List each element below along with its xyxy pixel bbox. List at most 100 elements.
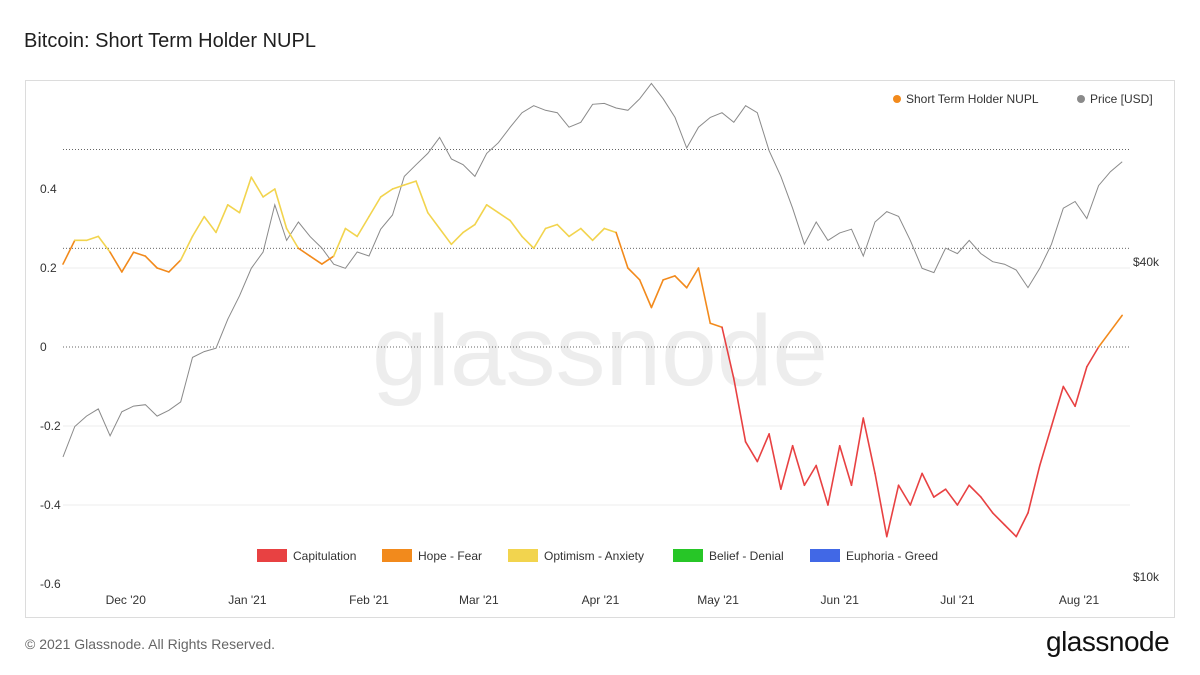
legend-nupl-dot bbox=[893, 95, 901, 103]
nupl-segment bbox=[1050, 385, 1065, 427]
nupl-segment bbox=[203, 215, 217, 234]
nupl-series bbox=[62, 176, 1123, 538]
nupl-segment bbox=[674, 275, 688, 289]
nupl-segment bbox=[874, 472, 888, 538]
nupl-segment bbox=[685, 267, 700, 289]
y-tick-label: 0 bbox=[40, 340, 47, 354]
nupl-segment bbox=[497, 211, 511, 222]
nupl-segment bbox=[474, 204, 488, 226]
nupl-segment bbox=[309, 255, 323, 265]
nupl-segment bbox=[991, 512, 1006, 526]
nupl-segment bbox=[956, 484, 970, 506]
legend-zone-label: Belief - Denial bbox=[709, 549, 784, 563]
x-tick-label: Dec '20 bbox=[106, 593, 147, 607]
legend-zone-label: Hope - Fear bbox=[418, 549, 482, 563]
nupl-segment bbox=[191, 215, 206, 238]
nupl-segment bbox=[815, 464, 829, 506]
nupl-segment bbox=[156, 267, 170, 273]
nupl-segment bbox=[438, 227, 453, 246]
nupl-segment bbox=[1038, 425, 1053, 467]
x-tick-label: Aug '21 bbox=[1059, 593, 1100, 607]
grid-lines bbox=[63, 149, 1130, 506]
nupl-segment bbox=[415, 180, 429, 214]
nupl-segment bbox=[768, 433, 782, 491]
legend-price-label: Price [USD] bbox=[1090, 92, 1153, 106]
watermark: glassnode bbox=[372, 295, 828, 407]
y-tick-label: -0.6 bbox=[40, 577, 61, 591]
nupl-segment bbox=[427, 211, 441, 230]
nupl-segment bbox=[744, 440, 759, 463]
nupl-segment bbox=[909, 472, 923, 506]
legend-zone-swatch bbox=[810, 549, 840, 562]
nupl-segment bbox=[250, 176, 264, 198]
nupl-segment bbox=[603, 227, 617, 234]
nupl-segment bbox=[544, 223, 559, 230]
chart-title: Bitcoin: Short Term Holder NUPL bbox=[24, 30, 316, 52]
nupl-segment bbox=[638, 279, 653, 309]
nupl-segment bbox=[968, 484, 982, 498]
nupl-segment bbox=[321, 255, 335, 265]
legend-zone-label: Euphoria - Greed bbox=[846, 549, 938, 563]
nupl-segment bbox=[168, 259, 182, 273]
nupl-segment bbox=[662, 275, 676, 281]
nupl-segment bbox=[462, 223, 476, 234]
nupl-segment bbox=[1062, 385, 1076, 408]
nupl-segment bbox=[1027, 464, 1041, 514]
nupl-segment bbox=[803, 464, 817, 487]
legend-bottom: Capitulation Hope - Fear Optimism - Anxiet… bbox=[257, 549, 938, 563]
y-tick-label: 0.2 bbox=[40, 261, 57, 275]
nupl-segment bbox=[556, 223, 570, 238]
nupl-segment bbox=[627, 267, 641, 281]
y-right-tick-label: $40k bbox=[1133, 255, 1160, 269]
nupl-segment bbox=[885, 484, 900, 538]
nupl-segment bbox=[568, 227, 582, 238]
nupl-segment bbox=[85, 235, 100, 242]
nupl-segment bbox=[144, 255, 158, 269]
nupl-segment bbox=[509, 219, 523, 238]
nupl-segment bbox=[1015, 512, 1029, 538]
y-axis-left: 0.4 0.2 0 -0.2 -0.4 -0.6 bbox=[40, 182, 61, 591]
nupl-segment bbox=[344, 227, 359, 238]
y-right-tick-label: $10k bbox=[1133, 570, 1160, 584]
nupl-segment bbox=[215, 204, 229, 234]
nupl-segment bbox=[226, 204, 241, 214]
price-line bbox=[62, 82, 1123, 458]
nupl-segment bbox=[532, 227, 547, 250]
nupl-segment bbox=[709, 322, 723, 329]
nupl-segment bbox=[756, 433, 770, 463]
legend-price-dot bbox=[1077, 95, 1085, 103]
nupl-segment bbox=[262, 188, 276, 198]
legend-zone-swatch bbox=[673, 549, 703, 562]
nupl-segment bbox=[132, 251, 147, 257]
x-tick-label: Jul '21 bbox=[940, 593, 975, 607]
nupl-segment bbox=[1086, 346, 1100, 368]
nupl-segment bbox=[450, 231, 464, 246]
nupl-segment bbox=[1097, 330, 1112, 348]
nupl-segment bbox=[591, 227, 606, 242]
nupl-segment bbox=[379, 188, 394, 198]
nupl-segment bbox=[179, 235, 194, 261]
nupl-segment bbox=[933, 488, 947, 498]
legend-zone-label: Optimism - Anxiety bbox=[544, 549, 644, 563]
nupl-segment bbox=[827, 444, 841, 506]
nupl-segment bbox=[697, 267, 712, 325]
x-tick-label: Jan '21 bbox=[228, 593, 267, 607]
x-tick-label: Jun '21 bbox=[821, 593, 860, 607]
nupl-segment bbox=[274, 188, 288, 230]
brand-logo: glassnode bbox=[1046, 626, 1170, 657]
nupl-segment bbox=[356, 215, 370, 238]
nupl-segment bbox=[862, 417, 876, 475]
nupl-segment bbox=[121, 251, 135, 273]
nupl-segment bbox=[285, 227, 300, 250]
nupl-segment bbox=[62, 239, 76, 265]
nupl-segment bbox=[368, 196, 382, 218]
y-tick-label: -0.4 bbox=[40, 498, 61, 512]
x-tick-label: Feb '21 bbox=[349, 593, 389, 607]
nupl-segment bbox=[521, 235, 535, 250]
legend-zone-swatch bbox=[382, 549, 412, 562]
nupl-segment bbox=[1003, 523, 1018, 538]
nupl-segment bbox=[97, 235, 111, 253]
nupl-segment bbox=[485, 204, 500, 214]
y-axis-right: $40k $10k bbox=[1133, 255, 1160, 584]
